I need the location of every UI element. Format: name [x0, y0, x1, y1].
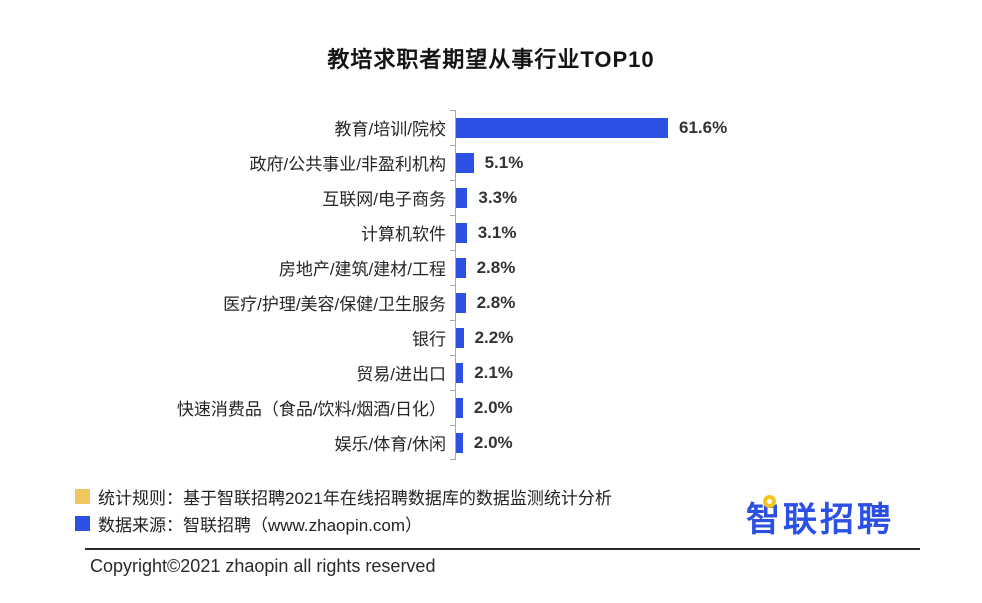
bar [456, 397, 463, 418]
yellow-circle-icon [763, 495, 776, 508]
category-label: 贸易/进出口 [356, 365, 446, 384]
chart-row: 房地产/建筑/建材/工程 2.8% [0, 250, 982, 285]
value-label: 2.2% [474, 327, 514, 347]
value-label: 2.8% [476, 292, 516, 312]
divider-line [85, 548, 920, 550]
category-label: 银行 [412, 330, 446, 349]
yellow-swatch-icon [75, 489, 90, 504]
category-label: 快速消费品（食品/饮料/烟酒/日化） [176, 400, 446, 419]
chart-row: 教育/培训/院校 61.6% [0, 110, 982, 145]
value-label: 3.3% [478, 187, 518, 207]
chart-row: 娱乐/体育/休闲 2.0% [0, 425, 982, 460]
value-label: 5.1% [484, 152, 524, 172]
bar [456, 327, 464, 348]
bar [456, 257, 466, 278]
chart-rows: 教育/培训/院校 61.6% 政府/公共事业/非盈利机构 5.1% 互联网/电子商务 3.… [0, 110, 982, 460]
chart-row: 互联网/电子商务 3.3% [0, 180, 982, 215]
bar [456, 152, 474, 173]
chart-row: 贸易/进出口 2.1% [0, 355, 982, 390]
category-label: 娱乐/体育/休闲 [334, 435, 446, 454]
chart-row: 银行 2.2% [0, 320, 982, 355]
footnote-row: 统计规则：基于智联招聘2021年在线招聘数据库的数据监测统计分析 [75, 483, 612, 510]
bar-cell: 2.1% [450, 355, 982, 390]
bar [456, 292, 466, 313]
footnote-row: 数据来源：智联招聘（www.zhaopin.com） [75, 510, 612, 537]
value-label: 61.6% [679, 117, 728, 137]
value-label: 2.0% [473, 397, 513, 417]
bar-cell: 2.0% [450, 390, 982, 425]
zhaopin-logo: 智联招聘 [746, 492, 894, 541]
bar-cell: 3.1% [450, 215, 982, 250]
category-label: 计算机软件 [361, 225, 446, 244]
copyright-text: Copyright©2021 zhaopin all rights reserv… [90, 556, 436, 576]
bar [456, 117, 668, 138]
blue-swatch-icon [75, 516, 90, 531]
bar [456, 362, 464, 383]
chart-row: 快速消费品（食品/饮料/烟酒/日化） 2.0% [0, 390, 982, 425]
value-label: 2.0% [473, 432, 513, 452]
footnote-legend: 统计规则：基于智联招聘2021年在线招聘数据库的数据监测统计分析 数据来源：智联… [75, 483, 612, 537]
bar-cell: 2.2% [450, 320, 982, 355]
value-label: 2.8% [476, 257, 516, 277]
bar-cell: 5.1% [450, 145, 982, 180]
chart-row: 医疗/护理/美容/保健/卫生服务 2.8% [0, 285, 982, 320]
bar [456, 187, 468, 208]
bar-cell: 2.8% [450, 250, 982, 285]
bar-cell: 2.0% [450, 425, 982, 460]
bar-cell: 61.6% [450, 110, 982, 145]
chart-row: 计算机软件 3.1% [0, 215, 982, 250]
category-label: 互联网/电子商务 [322, 190, 446, 209]
page-title: 教培求职者期望从事行业TOP10 [327, 47, 655, 72]
category-label: 教育/培训/院校 [334, 120, 446, 139]
category-label: 医疗/护理/美容/保健/卫生服务 [223, 295, 446, 314]
value-label: 2.1% [474, 362, 513, 382]
footnote-text: 统计规则：基于智联招聘2021年在线招聘数据库的数据监测统计分析 [98, 489, 612, 508]
bar-chart: 教育/培训/院校 61.6% 政府/公共事业/非盈利机构 5.1% 互联网/电子商务 3.… [0, 110, 982, 460]
bar-cell: 3.3% [450, 180, 982, 215]
category-label: 房地产/建筑/建材/工程 [278, 260, 446, 279]
value-label: 3.1% [477, 222, 517, 242]
category-label: 政府/公共事业/非盈利机构 [249, 155, 446, 174]
bar-cell: 2.8% [450, 285, 982, 320]
bar [456, 432, 463, 453]
bar [456, 222, 467, 243]
footnote-text: 数据来源：智联招聘（www.zhaopin.com） [98, 516, 423, 535]
chart-row: 政府/公共事业/非盈利机构 5.1% [0, 145, 982, 180]
